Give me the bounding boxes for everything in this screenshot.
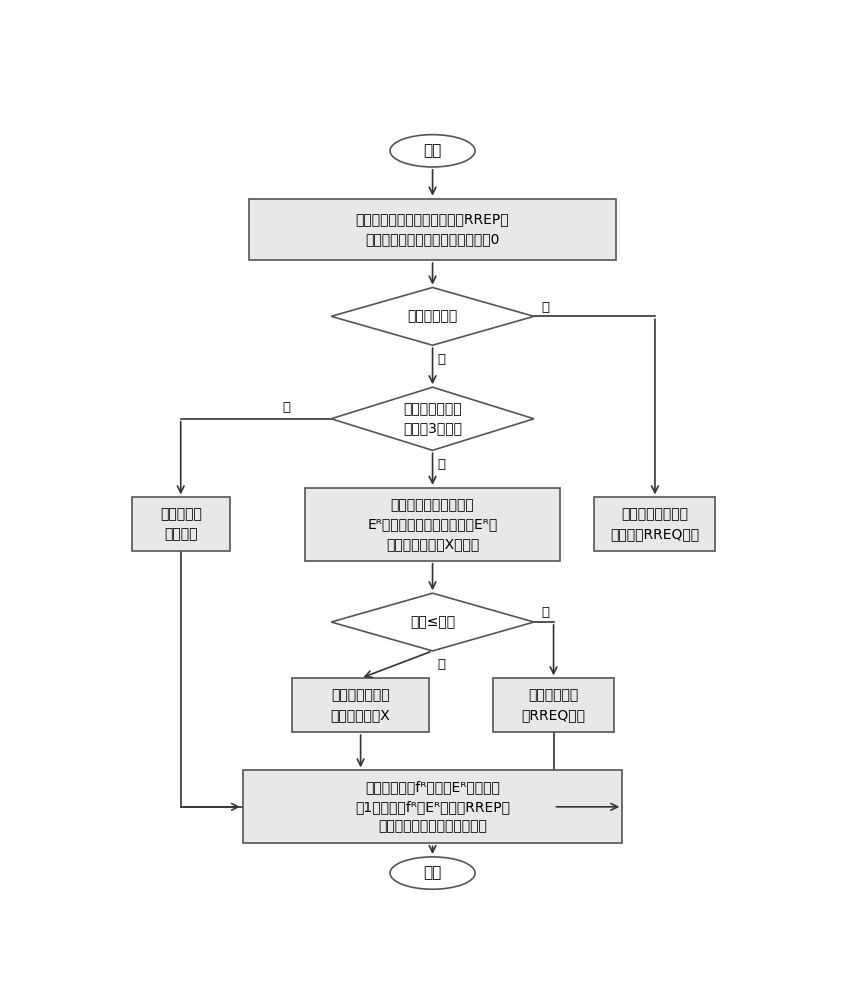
Bar — [493, 678, 614, 732]
Polygon shape — [331, 287, 534, 345]
Text: 将当前路径能量剩余率
Eᴿ与目的节点缓存的路径中Eᴿ最
小値（路径记为X）比较: 将当前路径能量剩余率 Eᴿ与目的节点缓存的路径中Eᴿ最 小値（路径记为X）比较 — [367, 498, 498, 551]
Bar — [594, 497, 716, 551]
Text: 在缓存中添
加新路径: 在缓存中添 加新路径 — [160, 508, 202, 541]
Text: 目的节点用新的
路径替代路径X: 目的节点用新的 路径替代路径X — [331, 688, 391, 722]
Bar — [292, 678, 430, 732]
Text: 目的节点丢弃
此RREQ消息: 目的节点丢弃 此RREQ消息 — [522, 688, 586, 722]
Text: 结束: 结束 — [424, 866, 441, 881]
Text: 是: 是 — [542, 606, 549, 619]
Bar — [250, 199, 616, 260]
Text: 是: 是 — [282, 401, 290, 414]
Text: 否: 否 — [438, 658, 446, 671]
Text: 前者≤后者: 前者≤后者 — [410, 615, 455, 629]
Text: 是: 是 — [542, 301, 549, 314]
Text: 否: 否 — [438, 353, 446, 366]
Bar — [305, 488, 560, 561]
Polygon shape — [331, 387, 534, 450]
Bar — [132, 497, 230, 551]
Text: 开始: 开始 — [424, 143, 441, 158]
Text: 目的节点丢弃下一
个到来的RREQ消息: 目的节点丢弃下一 个到来的RREQ消息 — [610, 508, 700, 541]
Text: 生存时间期满: 生存时间期满 — [408, 309, 457, 323]
Text: 目的节点将自身序列号复制到RREP消
息对应区域，跳计数初始化设置为0: 目的节点将自身序列号复制到RREP消 息对应区域，跳计数初始化设置为0 — [355, 213, 510, 246]
Bar — [243, 770, 622, 843]
Ellipse shape — [390, 135, 475, 167]
Text: 否: 否 — [438, 458, 446, 471]
Ellipse shape — [390, 857, 475, 889]
Polygon shape — [331, 593, 534, 651]
Text: 目的节点计算fᴿ，更新Eᴿ，跳计数
加1，将携带fᴿ和Eᴿ信息的RREP分
组沿反向路径发送给中间节点: 目的节点计算fᴿ，更新Eᴿ，跳计数 加1，将携带fᴿ和Eᴿ信息的RREP分 组沿… — [355, 780, 510, 833]
Text: 目的节点的缓存
中少于3条路径: 目的节点的缓存 中少于3条路径 — [403, 403, 462, 435]
